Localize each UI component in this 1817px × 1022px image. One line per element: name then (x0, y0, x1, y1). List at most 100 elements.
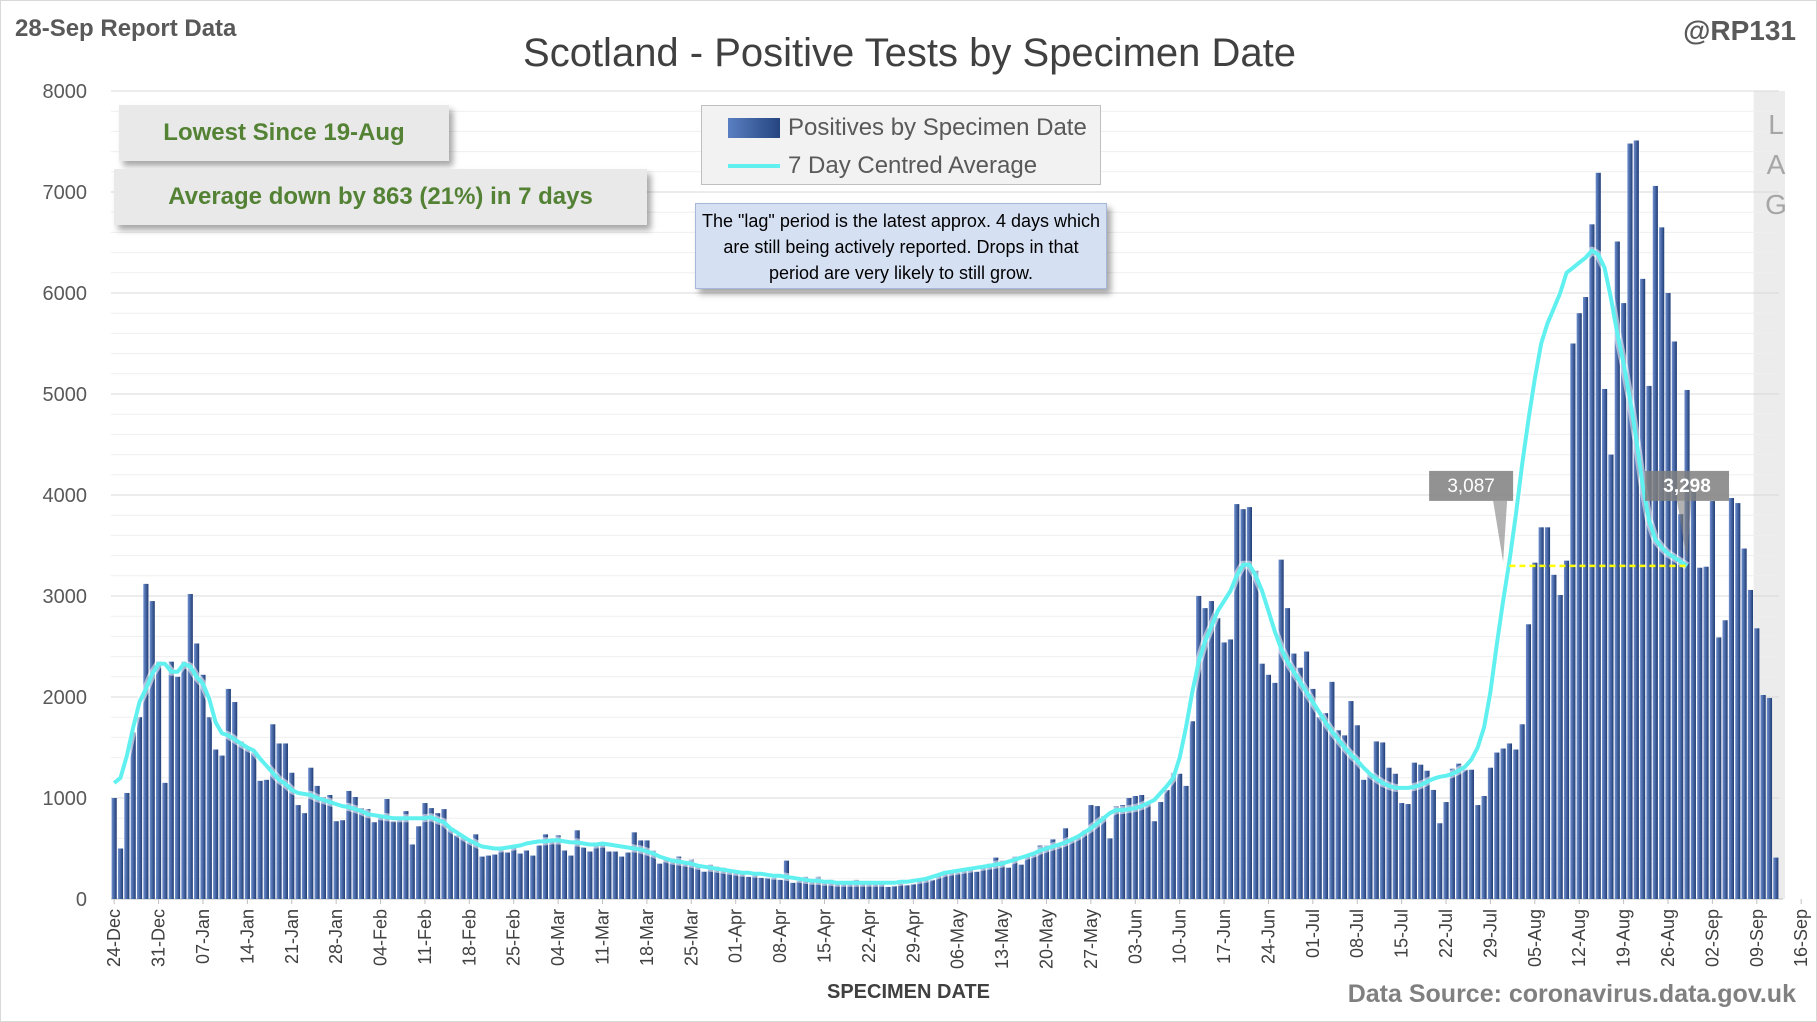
bar (327, 794, 333, 899)
bar (650, 850, 656, 899)
bar (1354, 725, 1360, 899)
bar (1189, 721, 1195, 899)
bar (1494, 752, 1500, 899)
bar (1278, 559, 1284, 899)
x-tick-label: 01-Jul (1303, 909, 1323, 958)
x-tick-label: 28-Jan (326, 909, 346, 964)
bar (416, 826, 422, 899)
bar (612, 851, 618, 899)
data-label: 3,298 (1663, 476, 1711, 497)
bar (1246, 507, 1252, 899)
bar (498, 850, 504, 899)
bar (809, 879, 815, 899)
x-tick-label: 06-May (948, 909, 968, 969)
bar (669, 858, 675, 899)
bar (701, 871, 707, 899)
x-tick-label: 18-Feb (459, 909, 479, 966)
bar (1316, 717, 1322, 899)
bar (1329, 681, 1335, 899)
bar (542, 834, 549, 899)
bar (1602, 388, 1608, 899)
bar (1741, 548, 1747, 899)
bar (308, 767, 314, 899)
bar (1196, 596, 1202, 899)
y-tick-label: 5000 (43, 384, 88, 406)
bar (1519, 724, 1525, 899)
bar (346, 790, 352, 899)
bar (574, 830, 580, 899)
bar (555, 835, 561, 899)
bar (1462, 769, 1468, 899)
bar (384, 799, 390, 899)
bar (1557, 594, 1563, 899)
bar (1747, 589, 1754, 899)
bar (504, 852, 510, 899)
bar (162, 782, 168, 899)
bar (251, 752, 257, 899)
bar (1386, 767, 1392, 899)
bar (625, 852, 631, 899)
average-change-callout: Average down by 863 (21%) in 7 days (114, 169, 647, 225)
bar (993, 857, 999, 899)
bar (1703, 566, 1709, 899)
bar (523, 850, 529, 899)
bar (1525, 624, 1532, 899)
x-tick-label: 12-Aug (1569, 909, 1589, 967)
bar (1697, 567, 1703, 899)
bar (688, 859, 694, 899)
bar (403, 811, 409, 899)
data-label: 3,087 (1447, 476, 1495, 497)
bar (1005, 867, 1011, 899)
bar (549, 838, 555, 899)
bar (1018, 864, 1024, 899)
bar (1221, 642, 1227, 899)
bar (1481, 795, 1487, 899)
bar (618, 856, 625, 899)
bar (898, 883, 904, 899)
bar (714, 866, 720, 899)
bar (1024, 856, 1031, 899)
bar (1475, 805, 1481, 899)
x-tick-label: 24-Dec (104, 909, 124, 967)
bar (485, 855, 491, 899)
bar (847, 882, 853, 899)
x-tick-label: 08-Apr (770, 909, 790, 963)
bar (606, 851, 612, 899)
bar (1532, 562, 1538, 899)
bar (536, 845, 542, 899)
legend-label: 7 Day Centred Average (788, 152, 1038, 179)
bar (244, 746, 250, 899)
bar (225, 688, 231, 899)
bar (365, 809, 371, 899)
bar (599, 842, 606, 899)
lag-letter: L (1768, 109, 1784, 140)
bar (447, 829, 453, 899)
bar (739, 873, 745, 899)
x-tick-label: 15-Apr (814, 909, 834, 963)
bar (238, 741, 244, 899)
bar (872, 882, 878, 899)
bar (1443, 802, 1449, 899)
bar (1621, 303, 1627, 900)
bar (1215, 618, 1221, 899)
bar (923, 878, 929, 899)
x-tick-label: 16-Sep (1791, 909, 1811, 967)
data-label-annotations: 3,087 3,298 (1429, 470, 1730, 562)
chart-title: Scotland - Positive Tests by Specimen Da… (523, 31, 1296, 75)
y-tick-label: 3000 (43, 586, 88, 608)
x-tick-label: 19-Aug (1614, 909, 1634, 967)
bar (682, 863, 688, 899)
legend-line-swatch (728, 164, 780, 168)
bar (396, 820, 403, 899)
bar (130, 732, 136, 899)
bar (1500, 748, 1506, 899)
x-tick-label: 22-Jul (1436, 909, 1456, 958)
bar (1043, 845, 1050, 899)
bar (999, 860, 1005, 899)
x-tick-label: 22-Apr (859, 909, 879, 963)
y-tick-label: 4000 (43, 485, 88, 507)
bar (219, 755, 225, 899)
x-tick-label: 08-Jul (1347, 909, 1367, 958)
bar (1361, 779, 1367, 899)
